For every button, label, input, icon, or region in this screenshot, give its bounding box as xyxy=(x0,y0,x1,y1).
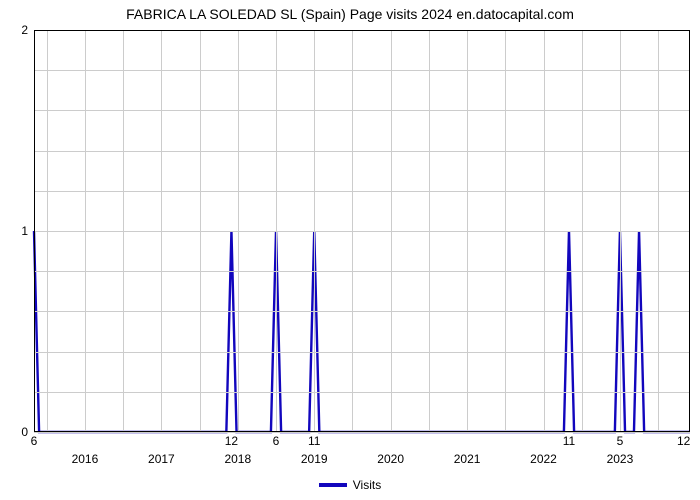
legend-swatch xyxy=(319,483,347,487)
gridline-v xyxy=(238,30,239,432)
gridline-v xyxy=(161,30,162,432)
y-tick-label: 1 xyxy=(21,224,34,238)
x-year-label: 2017 xyxy=(148,432,175,466)
gridline-v xyxy=(505,30,506,432)
plot-border-right xyxy=(689,30,690,432)
gridline-v xyxy=(200,30,201,432)
series-line xyxy=(34,231,690,432)
gridline-h-minor xyxy=(34,70,690,71)
plot-border-top xyxy=(34,30,690,31)
gridline-v xyxy=(620,30,621,432)
gridline-v xyxy=(314,30,315,432)
gridline-h-minor xyxy=(34,271,690,272)
x-value-label: 11 xyxy=(563,432,575,448)
gridline-v xyxy=(47,30,48,432)
x-value-label: 11 xyxy=(308,432,320,448)
chart-container: FABRICA LA SOLEDAD SL (Spain) Page visit… xyxy=(0,0,700,500)
x-year-label: 2016 xyxy=(72,432,99,466)
gridline-v xyxy=(467,30,468,432)
x-year-label: 2022 xyxy=(530,432,557,466)
gridline-h-minor xyxy=(34,311,690,312)
plot-area: 0122016201720182019202020212022202361261… xyxy=(34,30,690,432)
axis-line xyxy=(34,431,690,432)
gridline-v xyxy=(658,30,659,432)
x-value-label: 6 xyxy=(273,432,280,448)
gridline-h-minor xyxy=(34,191,690,192)
axis-line xyxy=(34,30,35,432)
gridline-v xyxy=(352,30,353,432)
legend: Visits xyxy=(0,478,700,492)
gridline-v xyxy=(276,30,277,432)
gridline-h-minor xyxy=(34,392,690,393)
x-value-label: 12 xyxy=(225,432,238,448)
gridline-v xyxy=(544,30,545,432)
gridline-h xyxy=(34,231,690,232)
gridline-v xyxy=(85,30,86,432)
x-value-label: 12 xyxy=(677,432,690,448)
x-year-label: 2021 xyxy=(454,432,481,466)
gridline-v xyxy=(429,30,430,432)
legend-label: Visits xyxy=(353,478,381,492)
gridline-v xyxy=(391,30,392,432)
gridline-v xyxy=(582,30,583,432)
gridline-h-minor xyxy=(34,352,690,353)
gridline-v xyxy=(123,30,124,432)
gridline-h-minor xyxy=(34,110,690,111)
y-tick-label: 2 xyxy=(21,23,34,37)
x-value-label: 6 xyxy=(31,432,38,448)
x-value-label: 5 xyxy=(617,432,624,448)
gridline-h xyxy=(34,432,690,433)
chart-title: FABRICA LA SOLEDAD SL (Spain) Page visit… xyxy=(0,6,700,22)
x-year-label: 2020 xyxy=(377,432,404,466)
gridline-h-minor xyxy=(34,151,690,152)
